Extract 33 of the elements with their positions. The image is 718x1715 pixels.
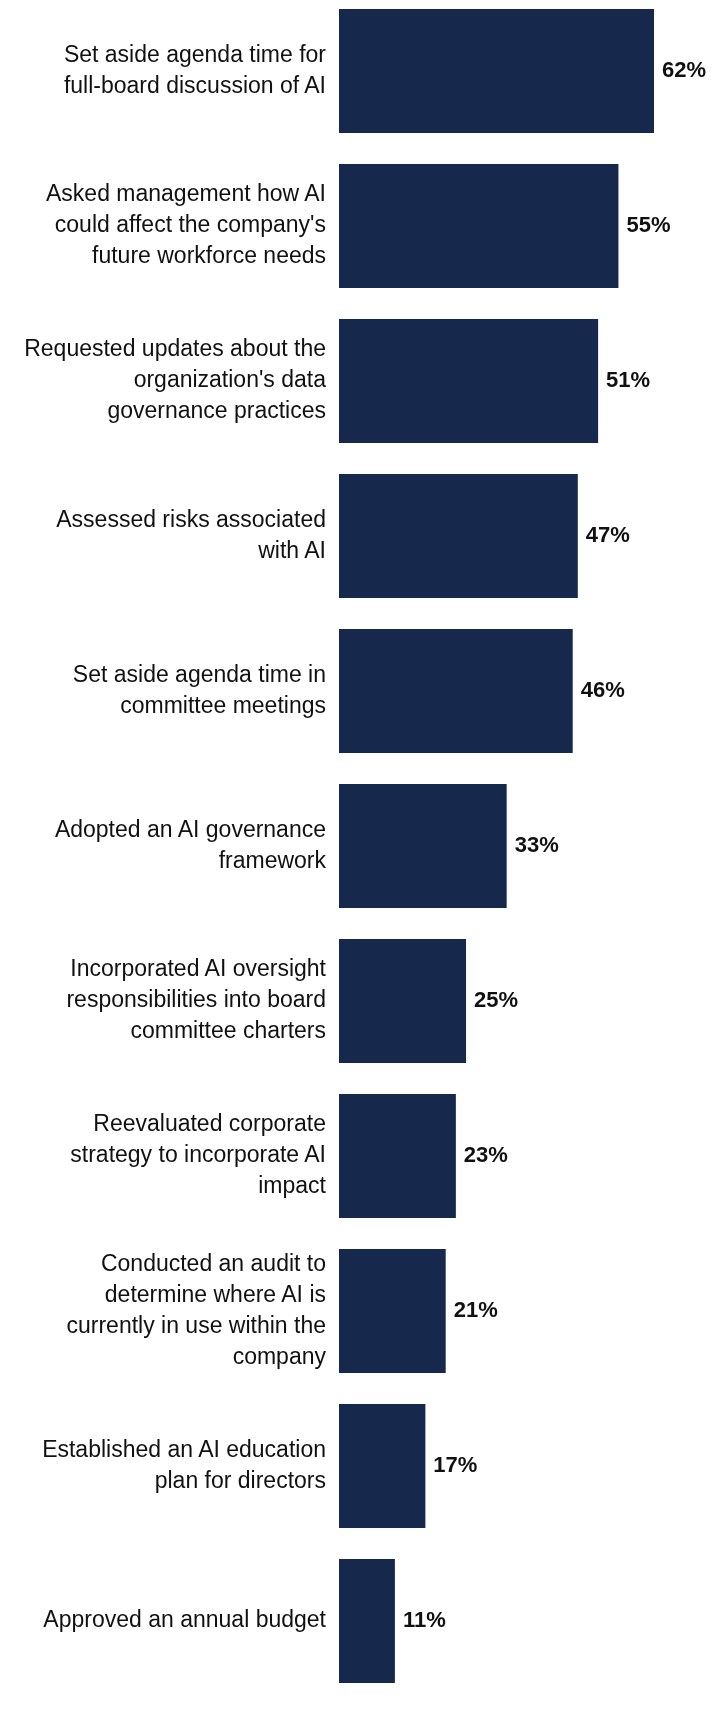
y-tick-label: Established an AI education plan for directors (42, 1435, 326, 1493)
y-tick-label: Approved an annual budget (43, 1606, 327, 1633)
y-tick-label: Set aside agenda time in committee meetings (72, 660, 326, 718)
data-label: 17% (433, 1451, 478, 1477)
data-label: 23% (463, 1141, 508, 1167)
bar (339, 1559, 395, 1683)
bar (339, 319, 599, 443)
bar (339, 939, 467, 1063)
y-tick-label: Conducted an audit to determine where AI is currently in use within the company (66, 1249, 327, 1369)
bar (339, 784, 507, 908)
data-label: 55% (626, 211, 671, 237)
y-tick-label: Adopted an AI governance framework (54, 815, 327, 873)
y-tick-label: Reevaluated corporate strategy to incorporate AI impact (70, 1110, 327, 1199)
y-tick-label: Assessed risks associated with AI (56, 505, 326, 563)
data-label: 46% (580, 676, 625, 702)
bar (339, 629, 573, 753)
data-label: 33% (514, 831, 559, 857)
bar (339, 474, 578, 598)
y-tick-label: Set aside agenda time for full-board discussion of AI (63, 40, 327, 98)
y-tick-label: Incorporated AI oversight responsibilities into board committee charters (66, 955, 327, 1044)
y-tick-label: Requested updates about the organization's data governance practices (24, 335, 327, 424)
data-label: 62% (662, 56, 707, 82)
y-tick-label: Asked management how AI could affect the company's future workforce needs (46, 180, 326, 269)
data-label: 21% (453, 1296, 498, 1322)
data-label: 11% (402, 1606, 446, 1632)
data-label: 51% (606, 366, 651, 392)
data-label: 25% (474, 986, 519, 1012)
bar (339, 1249, 446, 1373)
data-label: 47% (585, 521, 630, 547)
bar (339, 1094, 456, 1218)
bar (339, 164, 619, 288)
bar (339, 1404, 426, 1528)
bar (339, 9, 654, 133)
